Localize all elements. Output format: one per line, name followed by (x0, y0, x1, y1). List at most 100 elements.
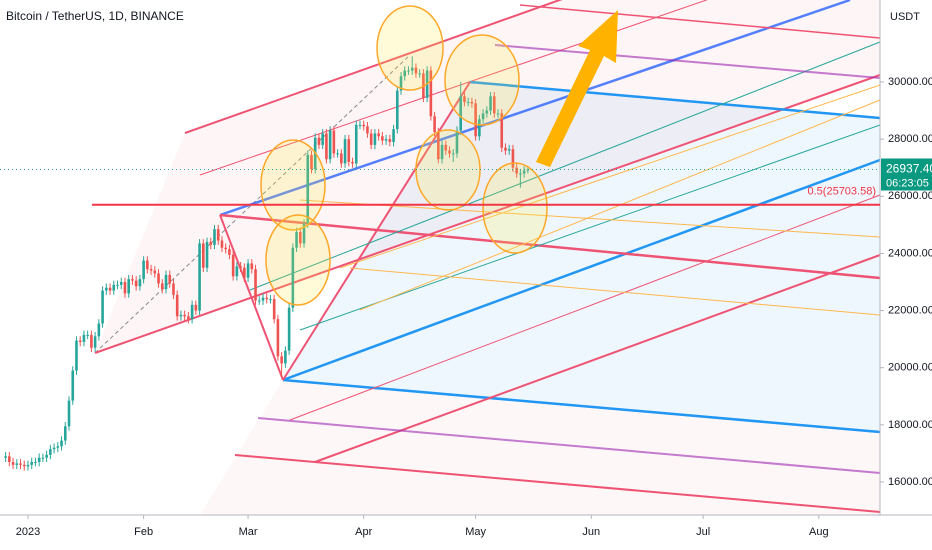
candle-body (377, 133, 380, 137)
candle-body (295, 232, 298, 248)
candle-body (418, 73, 421, 75)
x-tick-label: Jun (582, 526, 600, 538)
candle-body (526, 169, 530, 171)
candle-body (276, 319, 280, 357)
candle-body (392, 129, 395, 142)
candle-body (500, 113, 504, 148)
candle-body (37, 457, 41, 462)
candle-body (90, 334, 93, 348)
candle-body (41, 457, 45, 459)
candle-body (213, 229, 216, 245)
candle-body (373, 133, 377, 145)
candle-body (403, 70, 407, 77)
candle-body (220, 240, 224, 248)
candle-body (179, 314, 183, 317)
level-label: 0.5(25703.58) (808, 186, 877, 198)
candle-body (15, 463, 19, 465)
candle-body (466, 102, 470, 103)
chart-title: Bitcoin / TetherUS, 1D, BINANCE (6, 9, 184, 23)
dashed-line (94, 54, 411, 354)
highlights (260, 5, 618, 306)
candle-body (108, 287, 112, 291)
candle-body (34, 462, 37, 463)
candle-body (261, 297, 265, 301)
candle-body (280, 356, 283, 364)
candle-body (354, 124, 358, 164)
candle-body (26, 464, 30, 467)
candle-body (463, 96, 466, 102)
candle-body (440, 144, 444, 160)
candle-body (19, 463, 22, 465)
candle-body (399, 76, 403, 91)
candle-body (306, 154, 310, 224)
blue-line (469, 80, 881, 120)
y-tick-label: 26000.00 (888, 190, 932, 202)
candle-body (160, 283, 164, 290)
red-line (314, 254, 881, 463)
blue-line (282, 378, 881, 434)
candle-body (257, 300, 261, 302)
x-tick-label: May (465, 526, 486, 538)
red-line (184, 0, 563, 134)
red-line (519, 4, 881, 39)
candle-body (410, 67, 414, 71)
candle-body (187, 316, 190, 320)
green-line (249, 41, 881, 291)
x-tick-label: Mar (239, 526, 258, 538)
candle-body (388, 139, 392, 142)
candle-body (78, 340, 82, 342)
candle-body (157, 273, 160, 284)
red-line (199, 0, 708, 176)
candle-body (8, 456, 11, 462)
candle-body (325, 133, 328, 160)
candle-body (52, 447, 56, 450)
arrow (536, 10, 618, 167)
candle-body (496, 113, 500, 115)
candle-body (172, 283, 175, 295)
candle-body (86, 334, 89, 336)
candle-body (459, 96, 463, 131)
candle-body (198, 243, 201, 311)
candle-body (362, 124, 366, 127)
candle-body (340, 153, 343, 164)
y-tick-label: 24000.00 (888, 247, 932, 259)
candle-body (369, 133, 373, 145)
red-line (94, 74, 881, 354)
candle-body (433, 116, 436, 132)
countdown: 06:23:05 (886, 177, 929, 189)
candle-body (478, 119, 481, 137)
channel-fill (95, 0, 880, 353)
y-tick-label: 28000.00 (888, 133, 932, 145)
candle-body (71, 370, 75, 401)
candle-body (205, 242, 209, 268)
candle-body (190, 304, 194, 320)
x-tick-label: 2023 (16, 526, 40, 538)
candle-body (265, 297, 269, 300)
candle-body (142, 260, 145, 280)
candle-body (366, 126, 369, 134)
currency: USDT (890, 11, 920, 23)
candle-body (93, 336, 97, 348)
candle-body (284, 350, 287, 364)
candle-body (153, 270, 157, 274)
candle-body (474, 103, 477, 137)
ellipse (376, 5, 444, 91)
candle-body (235, 266, 239, 277)
candle-body (381, 136, 384, 141)
candle-body (11, 462, 15, 465)
candle-body (4, 456, 7, 458)
candle-body (332, 130, 336, 154)
candle-body (485, 110, 489, 114)
candle-body (310, 154, 313, 170)
ellipse (260, 139, 326, 231)
candle-body (489, 96, 492, 111)
candle-body (97, 323, 101, 337)
candle-body (216, 229, 220, 241)
candle-body (515, 167, 518, 174)
ellipse (444, 34, 520, 126)
candle-body (119, 282, 123, 285)
candle-body (347, 139, 351, 162)
candle-body (116, 284, 119, 286)
purple-line (494, 44, 881, 79)
candle-body (138, 279, 142, 287)
